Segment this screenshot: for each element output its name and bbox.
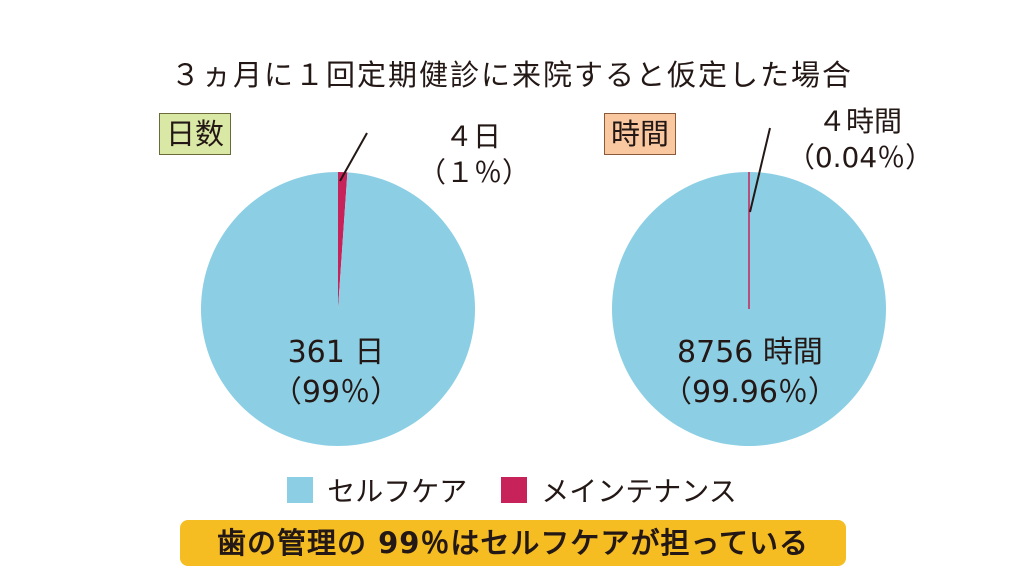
hours-tag: 時間: [604, 113, 677, 155]
legend-swatch-maintenance: [501, 477, 528, 503]
hours-leader-line: [749, 127, 771, 213]
days-selfcare-value: 361 日: [287, 335, 385, 370]
days-maintenance-percent: （１％）: [418, 156, 531, 189]
legend: セルフケア メインテナンス: [0, 470, 1024, 510]
hours-pie: [611, 127, 886, 446]
legend-label-self-care: セルフケア: [327, 475, 468, 508]
days-pie: [201, 132, 476, 446]
hours-maintenance-value: ４時間: [817, 105, 902, 138]
legend-item-maintenance: メインテナンス: [501, 470, 737, 510]
hours-maintenance-label: ４時間 （0.04％）: [780, 104, 940, 176]
hours-selfcare-percent: （99.96％）: [662, 375, 838, 410]
days-leader-line: [339, 132, 368, 182]
days-tag: 日数: [159, 113, 232, 155]
days-selfcare-percent: （99％）: [271, 375, 401, 410]
legend-label-maintenance: メインテナンス: [541, 475, 737, 508]
legend-swatch-self-care: [287, 477, 314, 503]
hours-maintenance-percent: （0.04％）: [786, 141, 934, 174]
chart-title: ３ヵ月に１回定期健診に来院すると仮定した場合: [170, 58, 853, 92]
summary-banner: 歯の管理の 99％はセルフケアが担っている: [180, 520, 846, 566]
hours-selfcare-value: 8756 時間: [677, 335, 823, 370]
days-maintenance-value: ４日: [444, 120, 501, 153]
days-maintenance-label: ４日 （１％）: [418, 119, 531, 191]
legend-item-self-care: セルフケア: [287, 470, 467, 510]
days-slice-self-care: [201, 172, 476, 446]
days-slice-maintenance: [338, 172, 348, 309]
hours-selfcare-label: 8756 時間 （99.96％）: [640, 333, 860, 413]
days-selfcare-label: 361 日 （99％）: [236, 333, 436, 413]
